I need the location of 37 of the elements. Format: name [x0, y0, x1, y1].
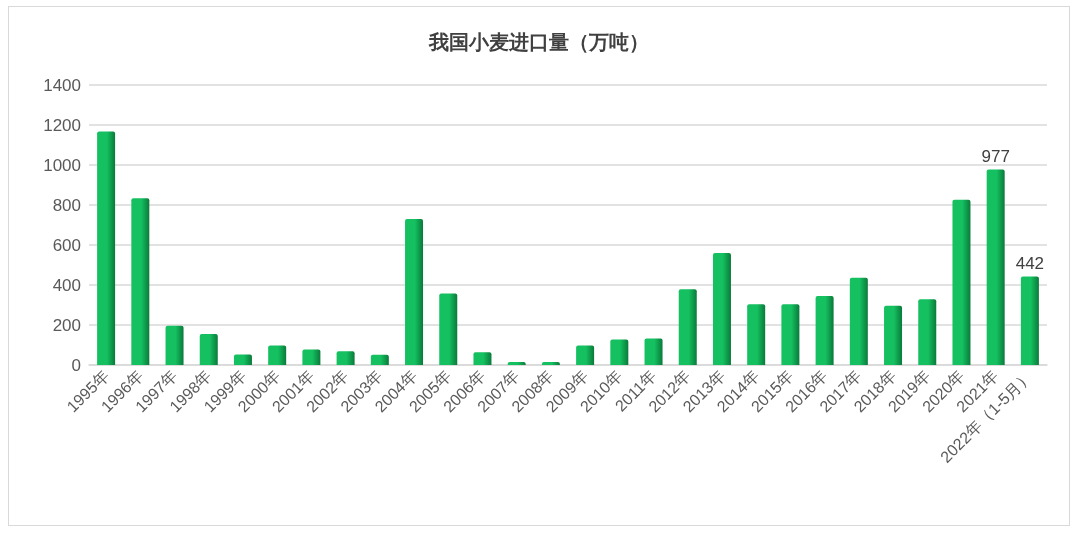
bar	[884, 305, 903, 365]
bar	[268, 345, 287, 365]
y-tick-label: 600	[52, 235, 81, 255]
bar	[576, 345, 595, 365]
data-label: 442	[1015, 253, 1045, 273]
bar	[302, 349, 321, 365]
y-tick-label: 1400	[43, 75, 81, 95]
bar	[712, 253, 731, 365]
bar	[473, 352, 492, 365]
y-tick-label: 0	[71, 355, 81, 375]
bar	[336, 351, 355, 365]
bar	[781, 304, 800, 365]
bar	[678, 289, 697, 365]
data-label: 977	[981, 146, 1010, 166]
bar	[405, 219, 424, 365]
bar	[370, 354, 389, 365]
y-tick-label: 800	[52, 195, 81, 215]
chart-title: 我国小麦进口量（万吨）	[428, 30, 649, 54]
y-tick-label: 1000	[43, 155, 81, 175]
bar	[747, 304, 766, 365]
bar	[439, 293, 458, 365]
bar	[1020, 276, 1039, 365]
bar	[849, 277, 868, 365]
bar	[952, 199, 971, 365]
y-tick-label: 400	[52, 275, 81, 295]
bar	[918, 299, 937, 365]
bar	[165, 325, 184, 365]
bar	[644, 338, 663, 365]
bar	[97, 131, 116, 365]
bar	[610, 339, 629, 365]
bar	[199, 334, 218, 365]
bar	[815, 296, 834, 365]
bar	[986, 169, 1005, 365]
bar	[233, 354, 252, 365]
bar	[131, 198, 150, 365]
y-tick-label: 200	[52, 315, 81, 335]
y-tick-label: 1200	[43, 115, 81, 135]
